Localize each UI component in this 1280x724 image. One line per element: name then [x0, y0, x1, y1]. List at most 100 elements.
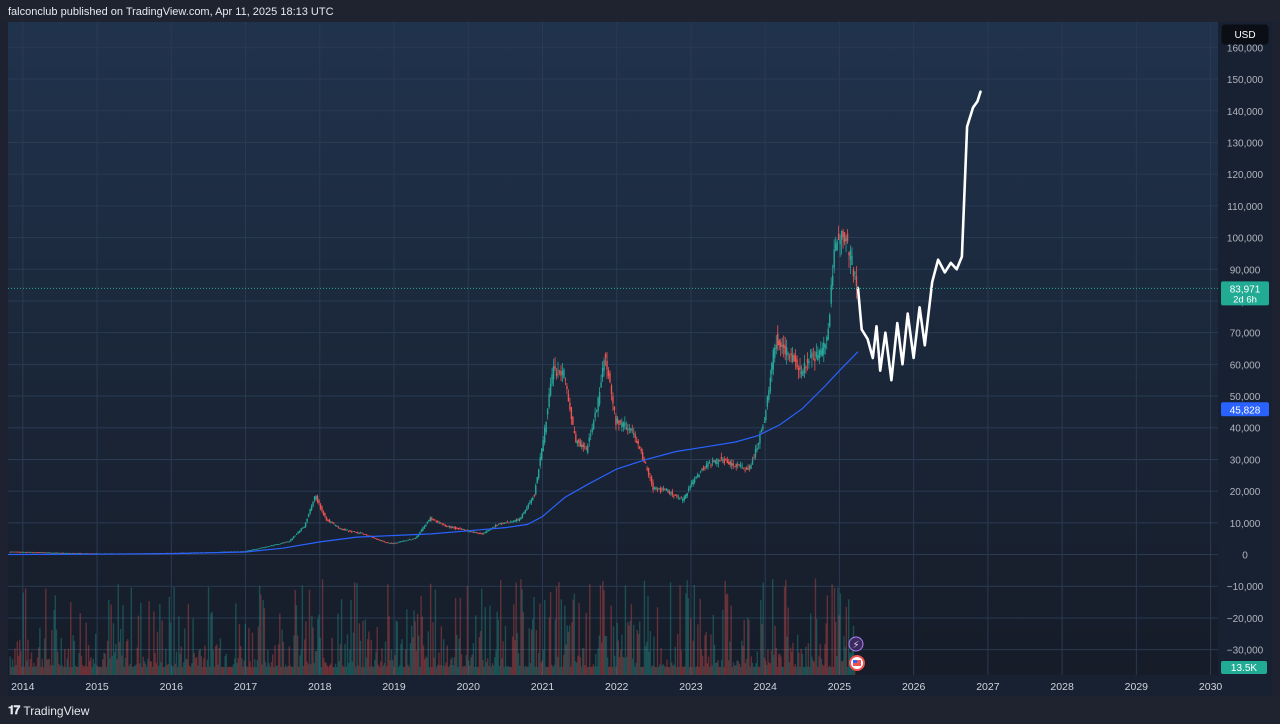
last-price-badge[interactable] — [1221, 281, 1269, 306]
volume-bar — [382, 665, 384, 675]
volume-bar — [318, 614, 320, 675]
volume-bar — [641, 666, 643, 675]
volume-bar — [657, 666, 660, 675]
volume-bar — [576, 662, 578, 675]
price-chart[interactable]: 160,000 150,000 140,000 130,000 120,000 110,0… — [7, 22, 1272, 696]
volume-bar — [383, 662, 386, 675]
volume-bar — [832, 666, 834, 675]
volume-bar — [142, 656, 144, 675]
candle-body — [374, 538, 377, 539]
volume-bar — [672, 665, 674, 675]
candle-body — [270, 545, 273, 547]
candle-body — [248, 550, 250, 552]
volume-bar — [789, 647, 792, 675]
tradingview-logo[interactable]: 𝟏𝟕 TradingView — [8, 703, 89, 718]
event-icons[interactable]: ⚡ — [848, 636, 865, 671]
volume-bar — [477, 666, 479, 675]
volume-bar — [257, 626, 260, 675]
volume-bar — [387, 584, 389, 675]
candle-body — [281, 543, 283, 544]
volume-bar — [796, 634, 799, 675]
volume-bar — [304, 639, 306, 675]
candle-body — [10, 551, 13, 553]
volume-bar — [84, 665, 86, 675]
volume-bar — [524, 665, 527, 675]
candle-body — [328, 519, 331, 522]
volume-bar — [231, 666, 233, 675]
candle-body — [404, 540, 406, 542]
candle-body — [711, 461, 714, 463]
candle-body — [68, 553, 71, 554]
volume-badge[interactable] — [1221, 661, 1267, 674]
volume-bar — [584, 665, 586, 675]
candle-body — [790, 352, 792, 356]
candle-body — [59, 553, 62, 554]
candle-body — [619, 420, 622, 423]
candle-body — [255, 548, 258, 550]
volume-bar — [508, 666, 510, 675]
volume-bar — [174, 663, 176, 675]
volume-bar — [362, 620, 364, 675]
candle-body — [517, 519, 519, 521]
volume-bar — [266, 666, 268, 675]
volume-bar — [642, 666, 644, 675]
candle-body — [364, 534, 366, 535]
volume-bar — [187, 603, 190, 675]
chart-area[interactable]: 160,000 150,000 140,000 130,000 120,000 110,0… — [7, 22, 1272, 696]
volume-bar — [185, 658, 187, 675]
grid — [8, 22, 1218, 675]
candle-body — [16, 551, 19, 553]
volume-bar — [81, 665, 84, 675]
candle-body — [766, 396, 769, 407]
volume-bar — [244, 624, 247, 675]
candle-body — [542, 440, 544, 451]
volume-bar — [157, 665, 160, 675]
candle-body — [296, 533, 298, 535]
candle-body — [576, 441, 579, 444]
volume-bar — [490, 666, 492, 675]
volume-bar — [54, 595, 57, 675]
volume-bar — [427, 631, 429, 675]
volume-bar — [36, 657, 39, 675]
candle-body — [839, 239, 841, 245]
volume-bar — [263, 608, 266, 675]
volume-bar — [71, 666, 73, 675]
moving-average-badge[interactable] — [1221, 402, 1269, 417]
idea-event-icon[interactable] — [848, 636, 864, 652]
volume-bar — [33, 663, 35, 675]
volume-bar — [810, 613, 812, 675]
volume-bar — [494, 657, 496, 675]
volume-bar — [831, 584, 833, 675]
volume-bar — [627, 622, 629, 675]
candle-body — [49, 552, 51, 554]
volume-bar — [276, 665, 279, 675]
volume-bar — [400, 643, 402, 675]
moving-average-line[interactable] — [7, 351, 859, 556]
volume-bar — [722, 609, 724, 675]
candle-body — [716, 458, 718, 464]
candle-body — [736, 464, 739, 466]
volume-bar — [214, 646, 217, 675]
candle-body — [670, 492, 672, 494]
candle-body — [515, 519, 518, 522]
volume-bar — [95, 633, 97, 675]
candle-body — [803, 362, 806, 373]
plot-background — [8, 22, 1218, 675]
volume-bar — [238, 624, 241, 675]
volume-bar — [830, 666, 832, 675]
volume-bar — [671, 662, 673, 675]
volume-bar — [369, 666, 371, 675]
last-price-label: 83,971 — [1230, 284, 1261, 295]
candle-body — [744, 469, 746, 471]
candle-body — [478, 532, 481, 534]
volume-bar — [826, 595, 829, 675]
candle-body — [680, 497, 682, 499]
candle-body — [325, 516, 328, 521]
volume-bar — [141, 666, 143, 675]
candle-body — [840, 230, 843, 240]
currency-box[interactable]: USD — [1221, 24, 1269, 45]
volume-bar — [309, 664, 312, 675]
volume-bar — [637, 634, 640, 675]
projection-drawing-line[interactable] — [856, 90, 982, 382]
candle-body — [630, 428, 632, 431]
